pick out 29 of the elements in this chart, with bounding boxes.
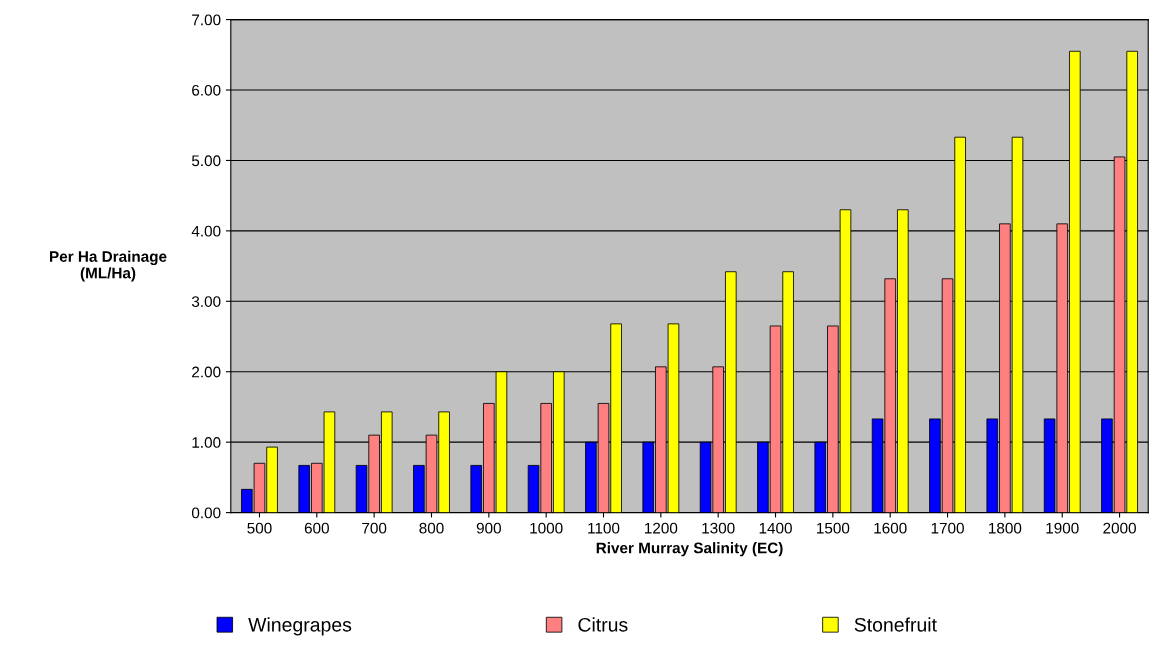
x-tick-label: 500: [247, 522, 272, 534]
x-tick-label: 1200: [645, 522, 678, 534]
x-tick-label: 1000: [530, 522, 563, 534]
x-tick-label: 1500: [817, 522, 850, 534]
y-tick-label: 4.00: [191, 225, 221, 237]
legend-label: Winegrapes: [248, 617, 352, 636]
x-tick-label: 1600: [874, 522, 907, 534]
x-tick-label: 1800: [989, 522, 1022, 534]
y-tick-label: 2.00: [192, 366, 221, 378]
y-tick-label: 1.00: [192, 437, 221, 448]
y-tick-label: 0.00: [191, 507, 221, 519]
y-tick-label: 5.00: [191, 155, 221, 167]
x-tick-label: 1400: [759, 522, 792, 534]
x-tick-label: 1100: [588, 522, 620, 534]
x-tick-label: 800: [419, 522, 444, 534]
x-tick-label: 1300: [702, 522, 735, 534]
x-tick-label: 900: [476, 522, 501, 534]
legend-label: Citrus: [578, 617, 628, 632]
x-tick-label: 600: [304, 522, 329, 534]
y-tick-label: 6.00: [192, 84, 221, 96]
x-axis-title: River Murray Salinity (EC): [596, 542, 783, 557]
y-tick-label: 7.00: [192, 14, 221, 26]
x-tick-label: 1700: [931, 522, 964, 534]
y-axis-title: Per Ha Drainage (ML/Ha): [50, 250, 167, 282]
y-tick-label: 3.00: [191, 296, 221, 307]
x-tick-label: 2000: [1103, 522, 1136, 534]
x-tick-label: 700: [362, 522, 387, 534]
legend-label: Stonefruit: [854, 617, 937, 632]
x-tick-label: 1900: [1046, 522, 1079, 534]
